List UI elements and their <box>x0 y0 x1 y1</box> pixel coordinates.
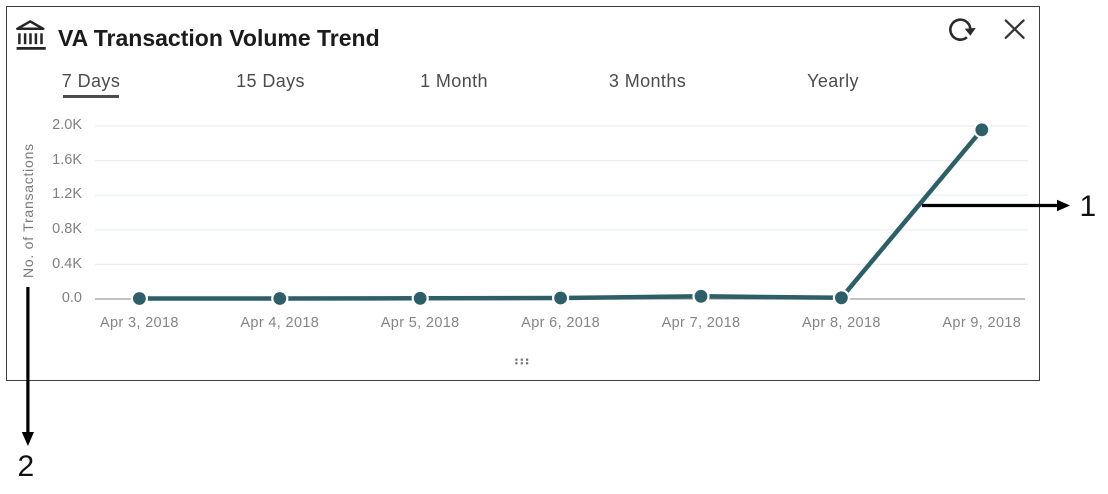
svg-text:No. of Transactions: No. of Transactions <box>20 143 36 278</box>
